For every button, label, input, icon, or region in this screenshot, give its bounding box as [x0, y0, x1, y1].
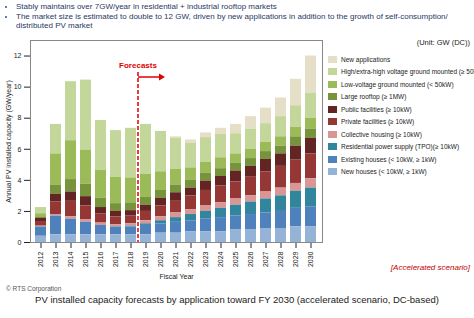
svg-text:2017: 2017 [112, 251, 119, 267]
html-text:Residential power supply (TPO): Residential power supply (TPO)(≥ 10kW) [341, 143, 460, 151]
svg-text:4: 4 [18, 177, 22, 184]
svg-text:2025: 2025 [232, 251, 239, 267]
svg-text:Forecasts: Forecasts [119, 61, 157, 70]
svg-text:10: 10 [14, 83, 22, 90]
svg-text:2014: 2014 [67, 251, 74, 267]
html-text:© RTS Corporation: © RTS Corporation [6, 285, 62, 292]
html-text:[Accelerated scenario]: [Accelerated scenario] [390, 263, 470, 272]
html-text:Public facilities (≥ 10kW): Public facilities (≥ 10kW) [341, 105, 412, 113]
html-text:Large rooftop (≥ 1MW): Large rooftop (≥ 1MW) [341, 93, 407, 101]
svg-text:12: 12 [14, 52, 22, 59]
svg-text:2012: 2012 [37, 251, 44, 267]
html-text:Existing houses (< 10kW, ≥ 1kW: Existing houses (< 10kW, ≥ 1kW) [341, 155, 437, 163]
svg-text:2026: 2026 [247, 251, 254, 267]
html-text:Private facilities (≥ 10kW): Private facilities (≥ 10kW) [341, 118, 415, 126]
svg-text:2019: 2019 [142, 251, 149, 267]
svg-text:2020: 2020 [157, 251, 164, 267]
html-text:Collective housing (≥ 10kW): Collective housing (≥ 10kW) [341, 130, 422, 138]
html-text:(Unit: GW (DC)): (Unit: GW (DC)) [416, 38, 470, 47]
svg-text:Annual PV installed capacity (: Annual PV installed capacity (GW/year) [5, 80, 13, 203]
svg-text:0: 0 [18, 239, 22, 246]
html-text:The market size is estimated t: The market size is estimated to double t… [16, 11, 448, 30]
svg-text:2027: 2027 [262, 251, 269, 267]
svg-text:2016: 2016 [97, 251, 104, 267]
svg-text:2013: 2013 [52, 251, 59, 267]
svg-text:6: 6 [18, 146, 22, 153]
html-text:Low-voltage ground mounted (<: Low-voltage ground mounted (< 50kW) [341, 80, 454, 88]
svg-text:2023: 2023 [202, 251, 209, 267]
svg-text:2: 2 [18, 208, 22, 215]
html-text:Stably maintains over 7GW/year: Stably maintains over 7GW/year in reside… [16, 2, 277, 11]
html-text:New applications: New applications [341, 55, 391, 63]
svg-text:2022: 2022 [187, 251, 194, 267]
svg-text:2018: 2018 [127, 251, 134, 267]
svg-text:Fiscal Year: Fiscal Year [159, 273, 194, 280]
svg-text:2024: 2024 [217, 251, 224, 267]
svg-text:8: 8 [18, 114, 22, 121]
svg-text:2030: 2030 [307, 251, 314, 267]
svg-text:2015: 2015 [82, 251, 89, 267]
svg-text:2028: 2028 [277, 251, 284, 267]
svg-text:2029: 2029 [292, 251, 299, 267]
svg-text:2021: 2021 [172, 251, 179, 267]
html-text:PV installed capacity forecast: PV installed capacity forecasts by appli… [35, 294, 439, 305]
html-text:New houses (< 10kW, ≥ 1kW): New houses (< 10kW, ≥ 1kW) [341, 168, 427, 176]
